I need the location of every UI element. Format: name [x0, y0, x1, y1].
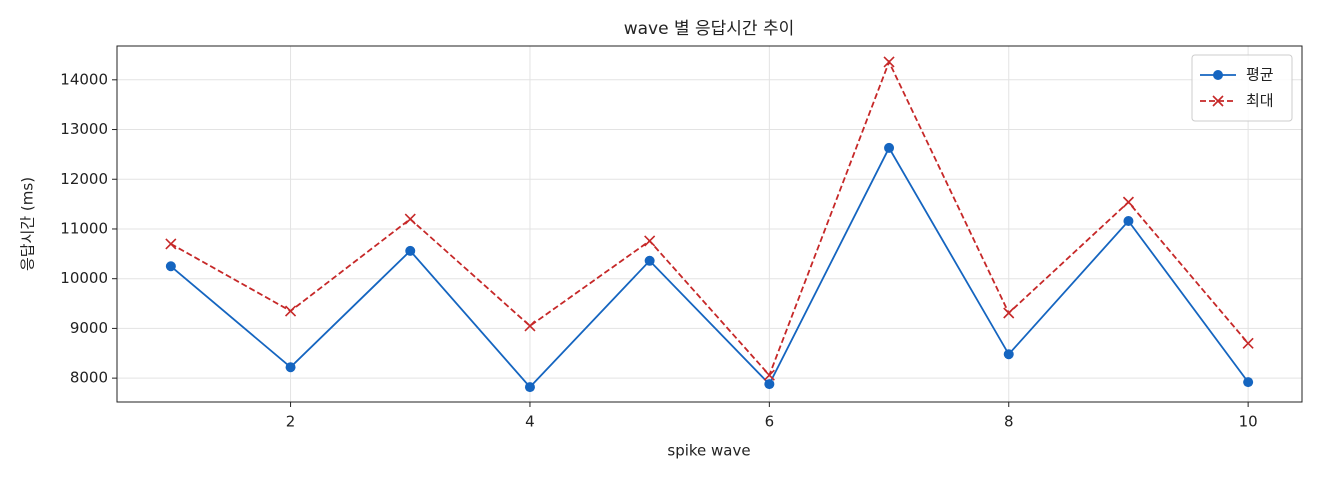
- chart-title: wave 별 응답시간 추이: [624, 19, 795, 39]
- x-tick-label: 2: [286, 413, 296, 431]
- marker: [1003, 349, 1014, 360]
- marker: [524, 320, 536, 332]
- marker: [644, 255, 655, 266]
- plot-frame: [116, 45, 1303, 403]
- y-tick-label: 11000: [60, 219, 108, 237]
- marker: [404, 213, 416, 225]
- marker: [764, 379, 775, 390]
- marker: [1123, 216, 1134, 227]
- y-tick-label: 8000: [70, 369, 108, 387]
- x-tick-label: 10: [1239, 413, 1258, 431]
- marker: [1242, 337, 1254, 349]
- series-line: [170, 146, 1249, 389]
- series-line: [170, 59, 1249, 377]
- marker: [284, 305, 297, 317]
- marker: [165, 261, 176, 272]
- marker: [524, 382, 535, 393]
- marker: [285, 362, 296, 373]
- x-axis-label: spike wave: [667, 442, 750, 460]
- y-tick-label: 13000: [60, 120, 108, 138]
- x-tick-label: 8: [1004, 413, 1014, 431]
- marker: [883, 56, 895, 68]
- marker: [644, 235, 656, 247]
- legend-label: 평균: [1246, 66, 1274, 84]
- marker: [405, 245, 416, 256]
- marker: [884, 142, 895, 153]
- marker: [1003, 307, 1015, 319]
- y-tick-label: 14000: [60, 70, 108, 88]
- marker: [763, 369, 775, 381]
- y-tick-label: 9000: [70, 319, 108, 337]
- y-axis-label: 응답시간 (ms): [19, 177, 37, 271]
- marker: [1122, 196, 1135, 208]
- marker: [1213, 70, 1223, 80]
- y-tick-label: 10000: [60, 269, 108, 287]
- marker: [165, 238, 177, 250]
- legend-label: 최대: [1246, 92, 1274, 110]
- y-tick-label: 12000: [60, 170, 108, 188]
- marker: [1243, 377, 1254, 388]
- marker: [1212, 95, 1224, 107]
- legend-box: [1191, 54, 1293, 122]
- x-tick-label: 4: [525, 413, 535, 431]
- x-tick-label: 6: [765, 413, 775, 431]
